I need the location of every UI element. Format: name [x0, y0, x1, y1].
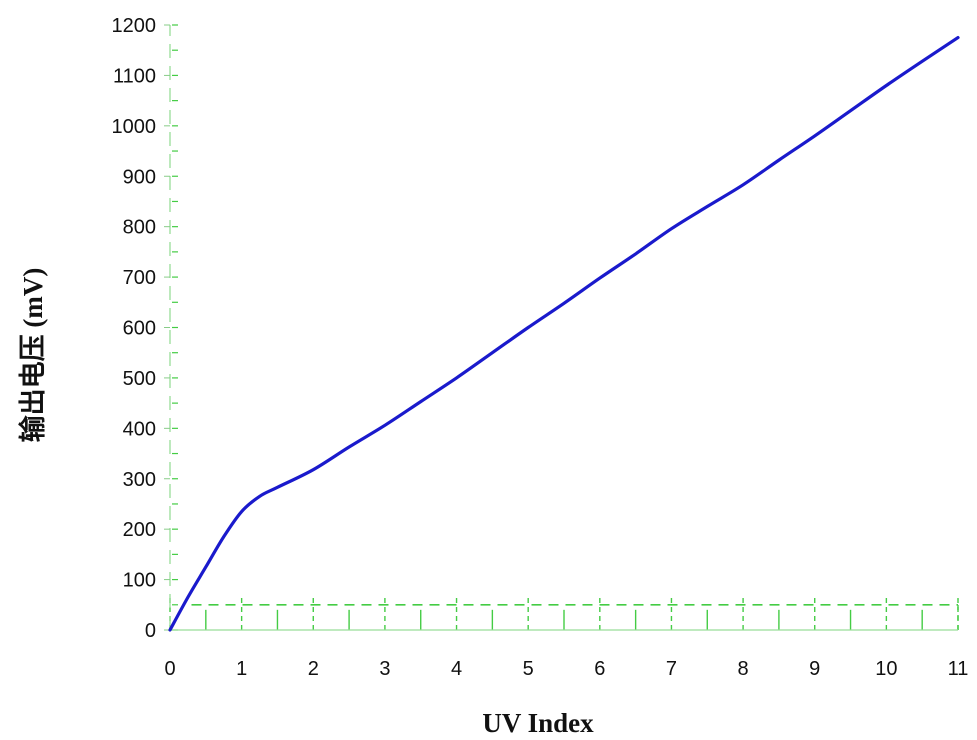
y-tick-label: 1100	[113, 65, 156, 87]
x-tick-label: 4	[451, 658, 462, 680]
x-axis-title: UV Index	[482, 708, 594, 738]
y-tick-label: 200	[123, 519, 156, 541]
axis-layer	[164, 24, 958, 631]
x-tick-label: 8	[738, 658, 749, 680]
x-tick-label: 10	[875, 658, 897, 680]
y-tick-label: 0	[145, 620, 156, 642]
x-tick-label: 2	[308, 658, 319, 680]
x-tick-label: 6	[594, 658, 605, 680]
y-tick-label: 600	[123, 318, 156, 340]
y-tick-label: 300	[123, 469, 156, 491]
grid-layer	[169, 24, 959, 631]
y-tick-label: 900	[123, 166, 156, 188]
x-tick-label: 0	[164, 658, 175, 680]
y-axis-title: 输出电压 (mV)	[17, 268, 48, 443]
y-tick-label: 1000	[112, 116, 157, 138]
series-line	[168, 36, 960, 632]
tick-labels-layer: 0100200300400500600700800900100011001200…	[112, 15, 969, 680]
y-tick-label: 700	[123, 267, 156, 289]
y-tick-label: 100	[123, 570, 156, 592]
series-layer	[168, 36, 960, 632]
y-tick-label: 1200	[112, 15, 157, 37]
y-tick-label: 500	[123, 368, 156, 390]
x-tick-label: 1	[236, 658, 247, 680]
x-tick-label: 5	[523, 658, 534, 680]
x-tick-label: 3	[379, 658, 390, 680]
x-tick-label: 7	[666, 658, 677, 680]
x-tick-label: 11	[948, 658, 969, 680]
y-tick-label: 800	[123, 217, 156, 239]
x-tick-label: 9	[809, 658, 820, 680]
y-tick-label: 400	[123, 418, 156, 440]
